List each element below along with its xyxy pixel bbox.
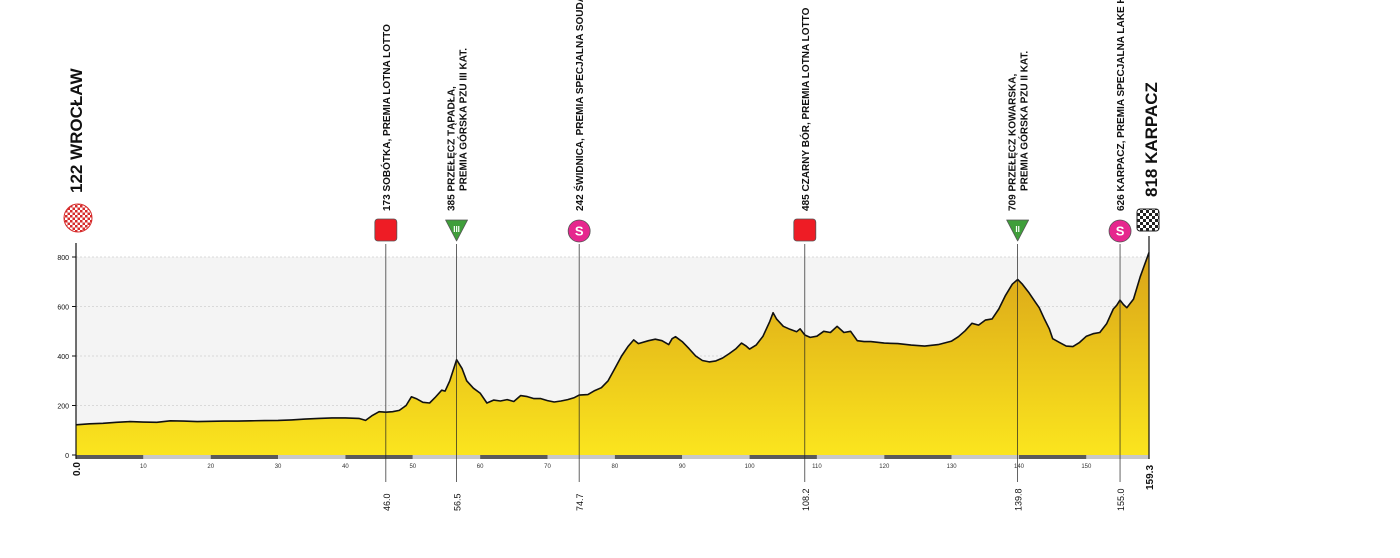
sprint-km-label: 46.0	[382, 493, 392, 511]
sprint-icon	[793, 218, 817, 242]
sprint-km-label: 108.2	[801, 488, 811, 511]
x-tick-label: 60	[477, 464, 484, 470]
kom-point-label: 385 PRZEŁĘCZ TĄPADŁA,	[447, 86, 458, 211]
x-tick-label: 50	[409, 464, 416, 470]
x-tick-label: 80	[612, 464, 619, 470]
special-km-label: 74.7	[575, 493, 585, 511]
special-icon-letter: S	[1116, 224, 1125, 239]
km-bar-segment	[749, 455, 817, 459]
km-bar-segment	[345, 455, 413, 459]
sprint-icon	[374, 218, 398, 242]
kom-category-label: III	[453, 225, 460, 234]
km-bar-segment	[76, 455, 144, 459]
special-icon-letter: S	[575, 224, 584, 239]
special-point-label: 242 ŚWIDNICA, PREMIA SPECJALNA SOUDAL	[573, 0, 586, 211]
x-tick-label: 100	[745, 464, 756, 470]
special-point-label: 626 KARPACZ, PREMIA SPECJALNA LAKE HILL	[1116, 0, 1127, 211]
x-tick-label: 20	[207, 464, 214, 470]
x-tick-label: 140	[1014, 464, 1025, 470]
x-tick-label: 40	[342, 464, 349, 470]
finish-town-label: 818 KARPACZ	[1142, 82, 1161, 197]
x-tick-label: 30	[275, 464, 282, 470]
km-bar-segment	[143, 455, 211, 459]
kom-point-label-line2: PREMIA GÓRSKA PZU II KAT.	[1018, 51, 1031, 191]
km-bar-segment	[816, 455, 885, 459]
x-tick-label: 70	[544, 464, 551, 470]
y-tick-label: 400	[57, 354, 69, 361]
y-tick-label: 200	[57, 404, 69, 411]
x-tick-label: 10	[140, 464, 147, 470]
x-tick-label: 90	[679, 464, 686, 470]
km-bar-segment	[951, 455, 1020, 459]
finish-km-label: 159.3	[1145, 465, 1156, 490]
kom-km-label: 139.8	[1014, 488, 1024, 511]
kom-icon	[445, 219, 468, 242]
km-bar-segment	[480, 455, 548, 459]
km-bar-segment	[412, 455, 481, 459]
kom-point-label: 709 PRZEŁĘCZ KOWARSKA,	[1008, 74, 1019, 211]
km-bar-segment	[682, 455, 750, 459]
km-bar-segment	[1086, 455, 1149, 459]
y-tick-label: 0	[65, 453, 69, 460]
start-km-label: 0.0	[72, 462, 83, 476]
elevation-line	[75, 252, 1150, 426]
elevation-area	[76, 252, 1149, 455]
finish-flag-icon	[1136, 208, 1160, 232]
x-tick-label: 130	[947, 464, 958, 470]
start-town-label: 122 WROCŁAW	[67, 67, 86, 193]
km-bar-segment	[547, 455, 615, 459]
special-km-label: 155.0	[1116, 488, 1126, 511]
sprint-point-label: 485 CZARNY BÓR, PREMIA LOTNA LOTTO	[799, 7, 812, 211]
km-bar-segment	[210, 455, 279, 459]
y-tick-label: 800	[57, 255, 69, 262]
km-bar-segment	[614, 455, 683, 459]
special-icon	[1108, 219, 1132, 243]
y-tick-label: 600	[57, 305, 69, 312]
special-icon	[567, 219, 591, 243]
sprint-point-label: 173 SOBÓTKA, PREMIA LOTNA LOTTO	[380, 24, 393, 211]
km-bar-segment	[1019, 455, 1087, 459]
x-tick-label: 110	[812, 464, 822, 470]
x-tick-label: 120	[879, 464, 890, 470]
kom-category-label: II	[1015, 225, 1019, 234]
km-bar-segment	[278, 455, 346, 459]
kom-km-label: 56.5	[453, 493, 463, 511]
start-flag-icon	[63, 203, 93, 233]
x-tick-label: 150	[1081, 464, 1092, 470]
km-bar-segment	[884, 455, 952, 459]
kom-point-label-line2: PREMIA GÓRSKA PZU III KAT.	[457, 48, 470, 191]
kom-icon	[1006, 219, 1030, 242]
